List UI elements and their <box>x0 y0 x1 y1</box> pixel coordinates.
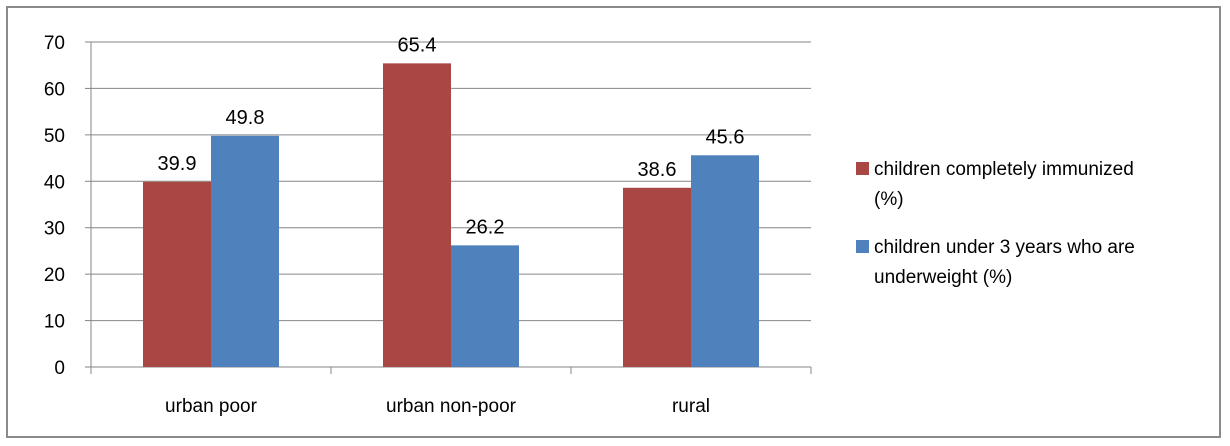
y-tick-label: 70 <box>44 33 65 54</box>
legend: children completely immunized (%) children… <box>856 159 1135 288</box>
data-label: 38.6 <box>638 159 677 181</box>
y-tick-label: 0 <box>54 358 65 379</box>
data-label: 39.9 <box>158 153 197 175</box>
y-tick-label: 20 <box>44 265 65 286</box>
category-label: urban non-poor <box>386 396 517 417</box>
bars <box>143 63 759 367</box>
bar <box>451 245 519 367</box>
legend-swatch <box>856 162 869 175</box>
legend-label: children completely immunized <box>874 159 1134 180</box>
data-label: 26.2 <box>466 216 505 238</box>
category-label: rural <box>672 396 710 417</box>
legend-label: underweight (%) <box>874 267 1012 288</box>
y-tick-label: 50 <box>44 126 65 147</box>
bar <box>143 181 211 367</box>
y-axis-ticks: 0 10 20 30 40 50 60 70 <box>44 33 91 379</box>
y-tick-label: 60 <box>44 79 65 100</box>
data-label: 49.8 <box>226 107 265 129</box>
legend-label: children under 3 years who are <box>874 237 1135 258</box>
bar <box>691 155 759 367</box>
legend-label: (%) <box>874 189 904 210</box>
legend-swatch <box>856 240 869 253</box>
category-label: urban poor <box>165 396 258 417</box>
y-tick-label: 30 <box>44 219 65 240</box>
data-label: 45.6 <box>706 126 745 148</box>
data-labels: 39.9 49.8 65.4 26.2 38.6 45.6 <box>158 34 745 238</box>
category-labels: urban poor urban non-poor rural <box>165 396 710 417</box>
data-label: 65.4 <box>398 34 437 56</box>
bar <box>211 135 279 367</box>
bar <box>623 187 691 367</box>
bar <box>383 63 451 367</box>
y-tick-label: 10 <box>44 312 65 333</box>
y-tick-label: 40 <box>44 172 65 193</box>
